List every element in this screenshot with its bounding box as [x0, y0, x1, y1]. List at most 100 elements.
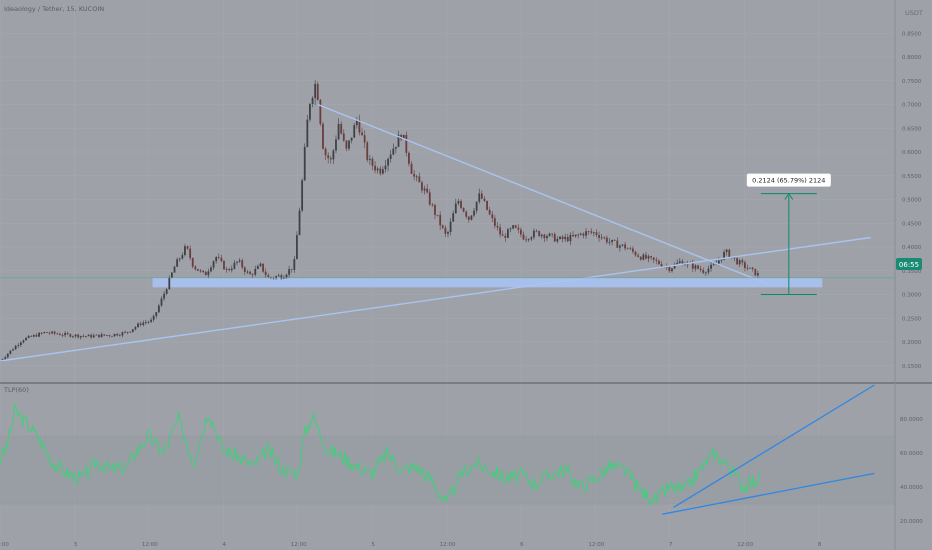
candle-body — [603, 237, 606, 239]
candle-body — [197, 269, 199, 271]
candle-body — [517, 227, 520, 230]
candle-body — [223, 260, 225, 270]
candle-body — [189, 248, 192, 258]
candle-body — [306, 119, 309, 148]
candle-body — [712, 264, 715, 266]
candle-body — [32, 334, 35, 337]
candle-body — [25, 337, 27, 341]
price-tick-label: 0.3000 — [902, 293, 922, 299]
candle-body — [129, 331, 132, 333]
candle-body — [228, 268, 231, 271]
oscillator-title: TLP(60) — [3, 386, 29, 394]
currency-label: USDT — [905, 9, 923, 17]
candle-body — [704, 272, 707, 274]
price-axis[interactable]: 0.8500 0.8000 0.7500 0.7000 0.6500 0.6000 0.55… — [902, 31, 922, 370]
candle-body — [176, 259, 179, 267]
trendline[interactable] — [317, 103, 771, 286]
candle-body — [316, 83, 319, 100]
candle-body — [616, 240, 619, 248]
candle-body — [546, 236, 548, 239]
candle-body — [246, 271, 249, 273]
candle-body — [139, 323, 142, 325]
candle-body — [327, 155, 330, 159]
candle-body — [595, 232, 598, 235]
candle-body — [337, 123, 340, 140]
candle-body — [525, 239, 528, 241]
candle-body — [348, 140, 350, 149]
oscillator-trendline[interactable] — [673, 384, 875, 508]
candle-body — [574, 234, 577, 237]
candle-body — [733, 257, 736, 259]
candle-body — [59, 334, 61, 336]
candle-body — [467, 216, 470, 220]
candle-body — [423, 188, 426, 191]
time-tick-label: 12:00 — [291, 542, 307, 548]
candle-body — [746, 267, 749, 269]
candle-body — [629, 248, 632, 250]
oscillator-axis[interactable]: 80.0000 60.0000 40.0000 20.0000 — [900, 417, 923, 525]
candle-body — [376, 168, 379, 171]
price-trendlines[interactable] — [0, 103, 871, 362]
candle-body — [165, 289, 168, 294]
candle-body — [207, 271, 210, 276]
candle-body — [522, 234, 525, 240]
candle-body — [61, 335, 64, 336]
candle-body — [613, 239, 616, 241]
candle-body — [577, 234, 580, 236]
current-price-badge-label: 06:55 — [899, 261, 919, 269]
candle-body — [717, 260, 720, 264]
candle-body — [590, 231, 593, 233]
candle-body — [757, 273, 759, 276]
price-tick-label: 0.5500 — [902, 174, 922, 180]
candle-body — [108, 335, 111, 337]
candle-body — [131, 329, 134, 332]
candle-body — [66, 332, 69, 335]
candle-body — [668, 266, 671, 272]
candle-body — [267, 275, 270, 278]
candle-body — [598, 234, 600, 238]
candle-body — [22, 340, 25, 343]
candle-body — [277, 275, 280, 277]
candle-body — [394, 146, 397, 149]
candle-body — [744, 262, 746, 268]
measure-arrowhead — [784, 192, 794, 200]
oscillator-band-zone — [0, 435, 895, 505]
candle-body — [431, 204, 434, 206]
trendline[interactable] — [0, 236, 871, 362]
candle-body — [434, 205, 436, 215]
candle-body — [520, 229, 522, 235]
symbol-title: Ideaology / Tether, 15, KUCOIN — [4, 5, 104, 13]
candle-body — [9, 350, 12, 354]
candle-body — [77, 334, 80, 338]
measure-tool[interactable]: 0.2124 (65.79%) 2124 — [746, 173, 831, 295]
candle-body — [538, 231, 541, 237]
time-tick-label: 3 — [74, 542, 78, 548]
candle-body — [350, 137, 353, 141]
candle-body — [186, 246, 189, 249]
support-zone-band[interactable] — [152, 277, 823, 288]
oscillator-trendlines[interactable] — [662, 384, 875, 515]
candle-body — [113, 333, 116, 337]
candle-body — [608, 241, 611, 243]
candle-body — [160, 298, 163, 306]
candle-body — [275, 276, 277, 279]
current-price-badge: 06:55 — [896, 258, 922, 270]
candle-body — [150, 319, 152, 322]
candle-body — [288, 269, 291, 275]
candle-body — [611, 239, 613, 242]
candle-body — [64, 332, 67, 336]
candle-body — [264, 271, 267, 276]
time-tick-label: 12:00 — [737, 542, 753, 548]
candle-body — [155, 312, 158, 316]
candle-body — [501, 234, 504, 236]
oscillator-trendline[interactable] — [662, 472, 875, 515]
time-axis[interactable]: 12:00 3 12:00 4 12:00 5 12:00 6 12:00 7 12:00 8 — [0, 542, 822, 548]
time-tick-label: 6 — [520, 542, 524, 548]
candle-body — [43, 332, 46, 334]
candle-body — [658, 260, 660, 265]
candle-body — [475, 201, 478, 211]
candle-body — [749, 267, 752, 269]
candle-body — [483, 198, 486, 201]
candle-body — [335, 139, 337, 151]
